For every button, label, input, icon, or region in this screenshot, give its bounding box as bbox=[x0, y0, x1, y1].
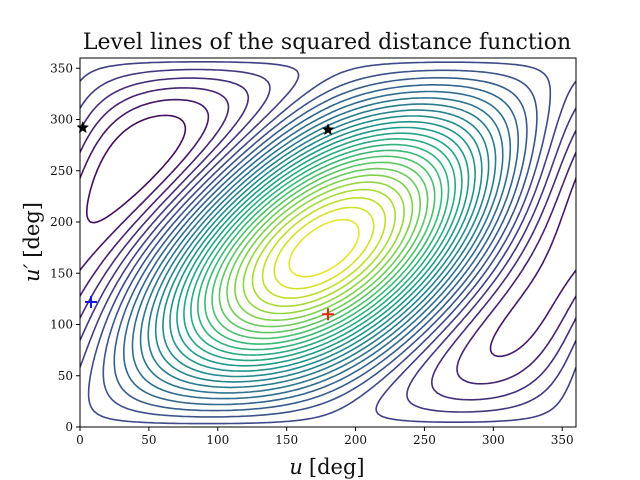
x-axis-variable: u bbox=[289, 455, 303, 479]
contour-level-16 bbox=[169, 120, 476, 372]
contour-level-19 bbox=[190, 138, 456, 356]
contour-level-29 bbox=[273, 206, 375, 290]
y-tick-label: 100 bbox=[50, 318, 73, 332]
y-tick-label: 150 bbox=[50, 266, 73, 280]
y-tick-label: 0 bbox=[65, 420, 73, 434]
contour-level-25 bbox=[234, 174, 414, 321]
contour-level-3 bbox=[80, 87, 576, 385]
x-tick-label: 250 bbox=[413, 433, 436, 447]
x-axis-label: u [deg] bbox=[289, 455, 364, 479]
contour-level-20 bbox=[197, 143, 450, 351]
x-tick-label: 50 bbox=[141, 433, 156, 447]
x-tick-label: 0 bbox=[76, 433, 84, 447]
contour-level-18 bbox=[183, 132, 463, 362]
critical-point-markers bbox=[76, 121, 335, 321]
contour-level-21 bbox=[204, 149, 443, 345]
contour-level-7 bbox=[87, 61, 552, 425]
y-tick-label: 200 bbox=[50, 215, 73, 229]
contour-level-11 bbox=[131, 90, 512, 400]
y-tick-label: 350 bbox=[50, 61, 73, 75]
contour-level-27 bbox=[251, 188, 396, 307]
contour-level-5 bbox=[80, 68, 576, 413]
saddle-1-marker bbox=[321, 123, 335, 136]
contour-level-15 bbox=[162, 115, 483, 378]
contour-level-23 bbox=[218, 161, 429, 334]
contour-lines bbox=[80, 61, 576, 425]
contour-level-8 bbox=[102, 69, 538, 418]
y-axis-label: u′ [deg] bbox=[20, 202, 44, 282]
contour-level-26 bbox=[242, 181, 405, 315]
contour-level-24 bbox=[226, 167, 421, 328]
contour-level-9 bbox=[113, 77, 528, 412]
plot-frame bbox=[79, 57, 577, 428]
x-axis-unit: [deg] bbox=[309, 455, 365, 479]
y-axis-unit: [deg] bbox=[20, 202, 44, 258]
contour-level-13 bbox=[147, 103, 497, 389]
contour-level-17 bbox=[176, 126, 470, 367]
y-tick-label: 250 bbox=[50, 164, 73, 178]
contour-level-2 bbox=[80, 98, 576, 358]
contour-level-10 bbox=[123, 84, 519, 406]
minimum-marker bbox=[85, 295, 98, 308]
chart-title: Level lines of the squared distance func… bbox=[83, 30, 571, 55]
x-tick-label: 100 bbox=[206, 433, 229, 447]
x-tick-label: 300 bbox=[482, 433, 505, 447]
x-tick-label: 350 bbox=[551, 433, 574, 447]
y-tick-label: 300 bbox=[50, 113, 73, 127]
contour-level-12 bbox=[139, 97, 504, 394]
y-axis-ticks: 0 50 100 150 200 250 300 350 bbox=[50, 61, 80, 434]
x-tick-label: 200 bbox=[344, 433, 367, 447]
x-axis-ticks: 0 50 100 150 200 250 300 350 bbox=[76, 427, 574, 447]
y-tick-label: 50 bbox=[58, 369, 73, 383]
y-axis-variable: u′ bbox=[20, 263, 44, 282]
maximum-marker bbox=[322, 308, 334, 321]
saddle-2-marker bbox=[76, 121, 90, 134]
contour-level-6 bbox=[80, 61, 576, 423]
contour-level-1 bbox=[86, 114, 187, 224]
contour-level-30 bbox=[288, 218, 360, 278]
contour-level-28 bbox=[261, 197, 387, 299]
x-tick-label: 150 bbox=[275, 433, 298, 447]
contour-level-14 bbox=[154, 109, 490, 383]
contour-level-22 bbox=[211, 155, 436, 340]
